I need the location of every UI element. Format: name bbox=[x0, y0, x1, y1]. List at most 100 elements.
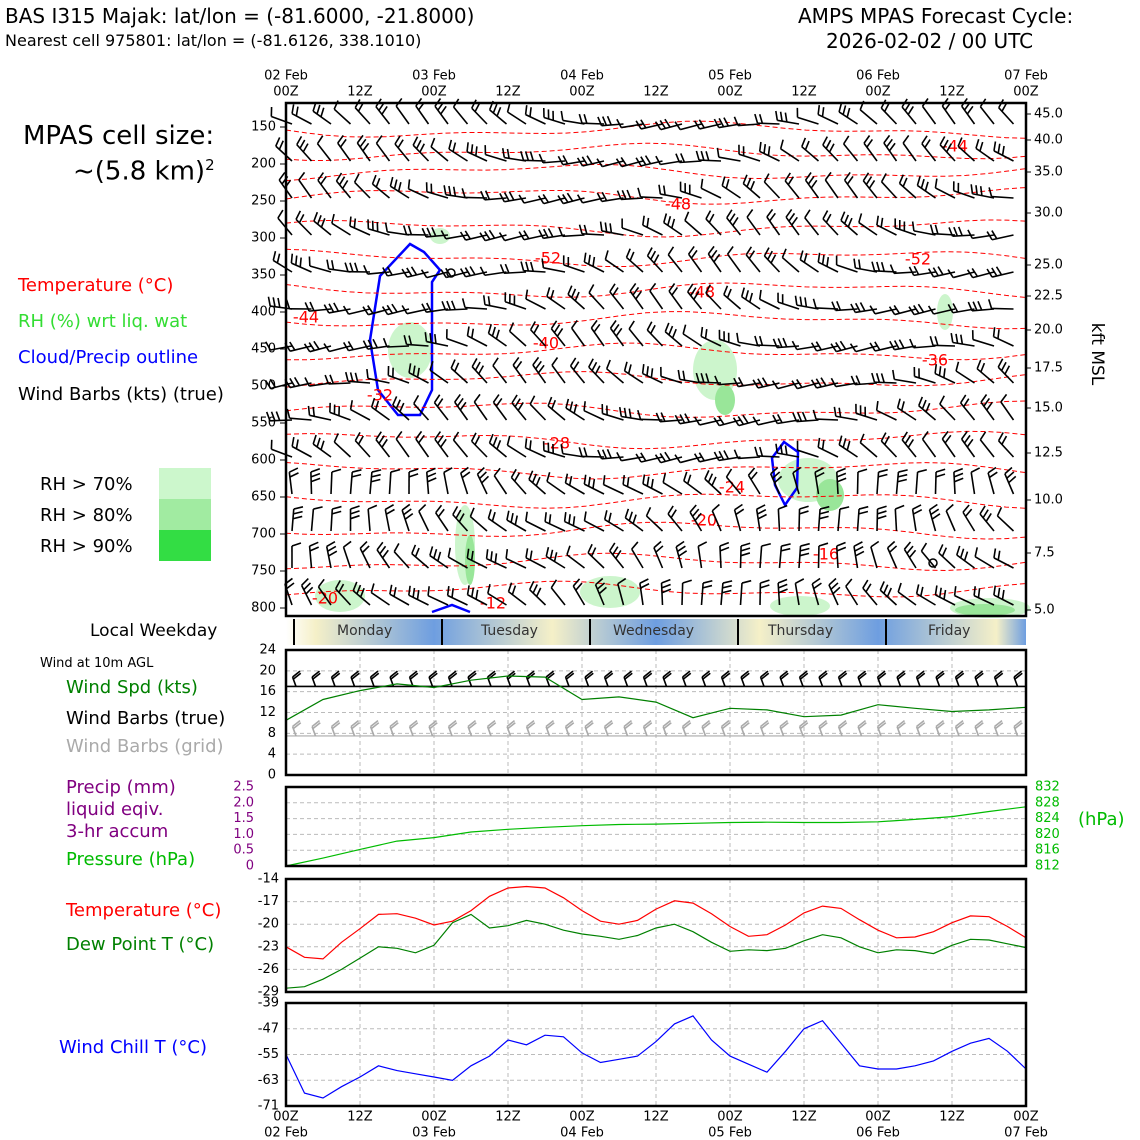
wind-barb-feather bbox=[601, 449, 608, 459]
temperature-panel-frame bbox=[284, 877, 1028, 994]
wind-barb-feather bbox=[934, 585, 938, 596]
wind-barb-feather bbox=[721, 589, 732, 594]
surface-wind-barb-grid bbox=[467, 720, 477, 737]
wind-barb-feather bbox=[901, 431, 908, 441]
wind-barb-staff bbox=[388, 374, 410, 384]
wind-barb-staff bbox=[471, 107, 488, 125]
wind-barb bbox=[842, 135, 859, 162]
wind-barb-feather bbox=[1006, 471, 1015, 479]
wind-barb-feather bbox=[407, 179, 411, 189]
wind-barb-feather bbox=[945, 503, 954, 512]
wind-barb-feather bbox=[484, 231, 491, 240]
wind-barb-feather bbox=[563, 512, 567, 522]
wind-barb-feather bbox=[323, 304, 330, 314]
wind-barb-staff bbox=[858, 221, 878, 236]
wind-barb-feather bbox=[295, 439, 299, 449]
wind-barb-feather bbox=[575, 582, 583, 591]
wind-barb bbox=[546, 472, 566, 495]
wind-barb bbox=[700, 178, 722, 199]
wind-barb-feather bbox=[771, 380, 779, 390]
wind-barb-feather bbox=[693, 453, 701, 463]
wind-barb-feather bbox=[510, 468, 517, 478]
wind-barb-feather bbox=[429, 672, 438, 680]
wind-barb bbox=[445, 329, 468, 347]
precip-label: Precip (mm) bbox=[66, 777, 176, 798]
surface-wind-barb-true bbox=[662, 670, 672, 687]
wind-barb-staff bbox=[388, 471, 392, 495]
wind-barb-feather bbox=[492, 394, 500, 403]
wind-barb-feather bbox=[624, 508, 630, 519]
wind-barb bbox=[392, 396, 410, 421]
wind-barb-feather bbox=[993, 141, 997, 151]
wind-barb-staff bbox=[769, 473, 781, 495]
wind-barb-feather bbox=[550, 579, 558, 589]
wind-barb-feather bbox=[742, 174, 748, 184]
wind-barb-feather bbox=[838, 720, 847, 728]
wind-barb-staff bbox=[745, 254, 761, 273]
wind-barb bbox=[713, 416, 741, 427]
wind-barb-feather bbox=[847, 217, 853, 228]
wind-barb bbox=[798, 505, 809, 532]
wind-barb bbox=[758, 289, 780, 310]
temperature-contour-label: -48 bbox=[665, 195, 691, 214]
surface-wind-barb-true bbox=[428, 670, 438, 687]
wind-barb-feather bbox=[393, 587, 397, 597]
wind-barb-feather bbox=[955, 722, 965, 730]
wind-barb-staff bbox=[687, 291, 703, 310]
wind-barb bbox=[804, 172, 820, 199]
wind-barb bbox=[461, 298, 488, 310]
wind-barb-staff bbox=[550, 587, 566, 606]
wind-barb-feather bbox=[601, 191, 608, 202]
wind-barb-staff bbox=[784, 180, 800, 199]
bottom-date-label: 05 Feb bbox=[708, 1126, 752, 1140]
wind-barb-feather bbox=[842, 135, 850, 145]
wind-barb-staff bbox=[838, 444, 858, 458]
wind-barb-feather bbox=[836, 301, 842, 311]
wind-barb-feather bbox=[469, 507, 475, 517]
wind-barb-feather bbox=[924, 181, 929, 192]
wind-barb-feather bbox=[777, 338, 783, 348]
wind-barb-staff bbox=[759, 150, 780, 162]
wind-barb bbox=[817, 437, 839, 458]
wind-barb-feather bbox=[858, 510, 869, 515]
wind-barb bbox=[525, 289, 546, 310]
wind-barb-staff bbox=[484, 271, 507, 277]
wind-barb-feather bbox=[721, 722, 731, 730]
wind-barb-feather bbox=[399, 402, 405, 413]
temperature-contour bbox=[285, 493, 1027, 509]
wind-barb-feather bbox=[416, 367, 420, 378]
wind-barb-feather bbox=[987, 466, 997, 474]
wind-barb bbox=[629, 282, 644, 310]
wind-barb-staff bbox=[699, 419, 722, 426]
wind-barb bbox=[987, 299, 1014, 310]
wind-barb-feather bbox=[299, 139, 306, 149]
precip-tick-label: 0.5 bbox=[233, 843, 254, 858]
wind-barb-staff bbox=[335, 588, 352, 606]
wind-barb-staff bbox=[972, 192, 995, 199]
wind-barb-feather bbox=[642, 474, 646, 484]
wind-barb-feather bbox=[349, 400, 354, 410]
wind-barb bbox=[583, 401, 605, 421]
wind-barb-staff bbox=[911, 509, 917, 532]
bottom-hour-label: 00Z bbox=[717, 1110, 743, 1125]
wind-barb-feather bbox=[370, 670, 379, 678]
wind-barb bbox=[393, 543, 410, 569]
wind-barb bbox=[518, 194, 546, 204]
wind-barb-feather bbox=[658, 184, 662, 195]
rh80-swatch bbox=[159, 499, 211, 530]
wind-barb-feather bbox=[367, 339, 374, 349]
wind-barb bbox=[312, 101, 332, 125]
wind-barb-feather bbox=[836, 546, 847, 552]
temperature-tick-label: -29 bbox=[258, 985, 279, 1000]
wind-barb-feather bbox=[565, 720, 574, 728]
wind-barb-feather bbox=[792, 412, 798, 422]
wind-barb-feather bbox=[370, 478, 381, 483]
wind-barb-feather bbox=[645, 506, 652, 517]
wind-barb bbox=[929, 335, 956, 347]
wind-barb-feather bbox=[437, 508, 445, 518]
wind-barb-staff bbox=[348, 380, 371, 384]
wind-barb-feather bbox=[588, 358, 594, 368]
wind-barb-feather bbox=[393, 179, 398, 190]
rh70-label: RH > 70% bbox=[40, 474, 133, 495]
wind-barb-staff bbox=[550, 328, 566, 347]
